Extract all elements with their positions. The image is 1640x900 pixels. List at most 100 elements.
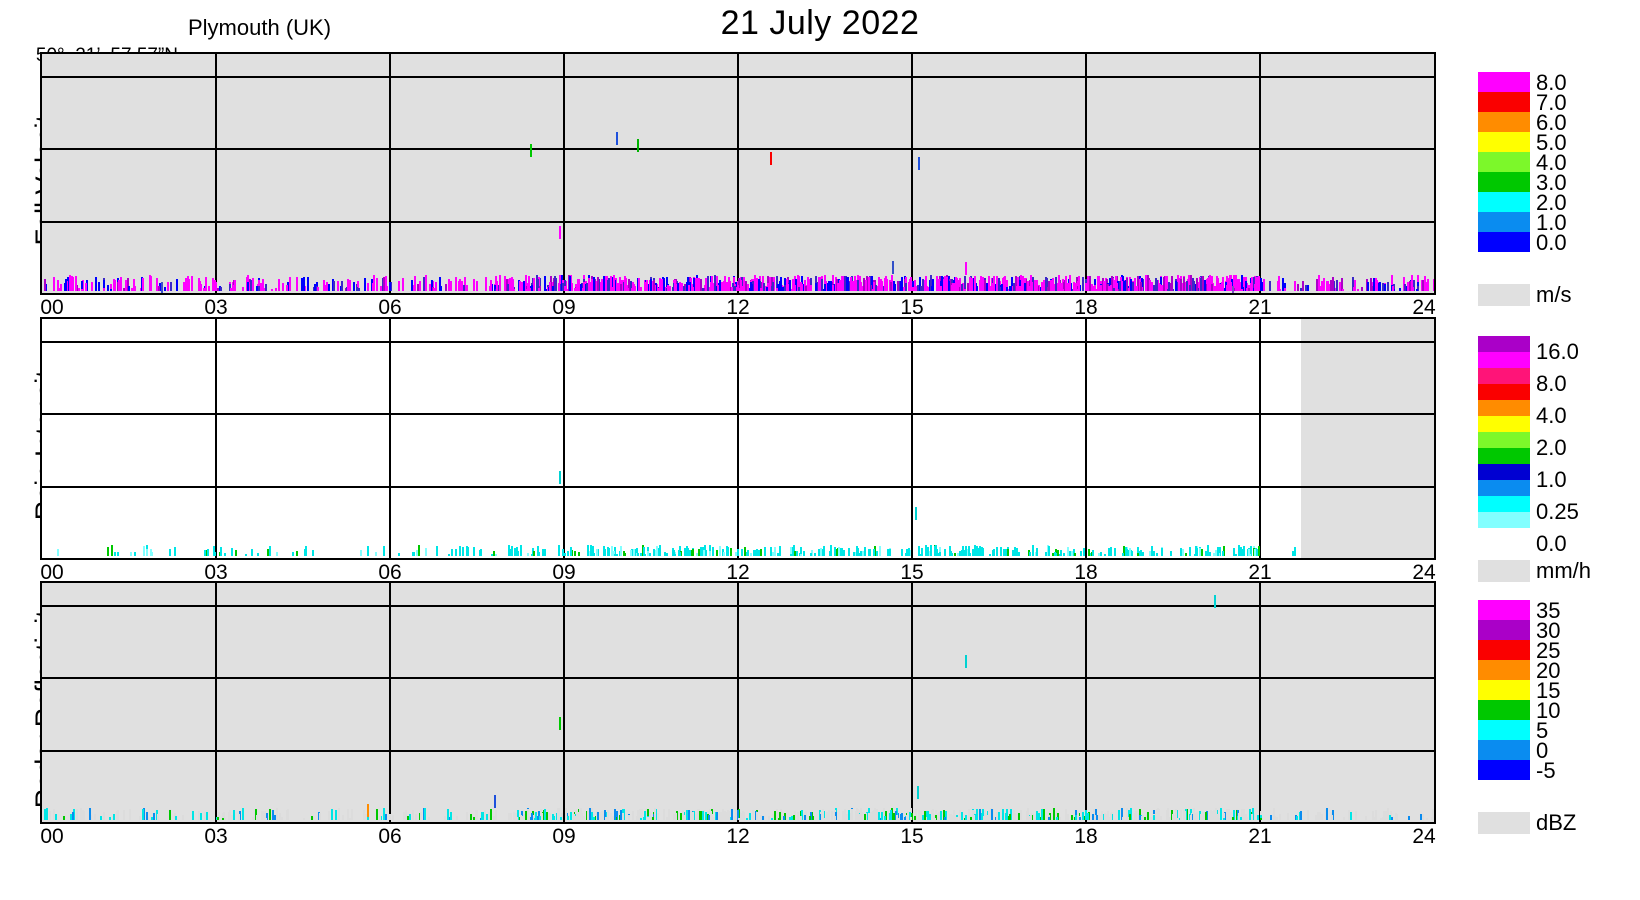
data-spike (639, 553, 642, 556)
data-spike (1069, 275, 1072, 291)
data-spike (521, 811, 524, 820)
data-spike (1058, 816, 1061, 820)
data-spike (807, 279, 810, 291)
data-spike (1035, 810, 1038, 820)
data-spike (300, 277, 303, 291)
data-spike (624, 277, 627, 291)
data-spike (1004, 276, 1007, 291)
data-spike (1018, 816, 1021, 820)
data-spike (527, 283, 530, 291)
data-spike (827, 282, 830, 291)
colorbar-tick-label: -5 (1536, 758, 1556, 783)
data-spike (187, 279, 190, 291)
plot-area-fall-velocity[interactable] (40, 52, 1436, 295)
data-spike (169, 549, 171, 556)
plot-area-radar-reflectivity[interactable] (40, 581, 1436, 824)
data-point (494, 795, 497, 809)
data-point (559, 717, 562, 731)
data-spike (257, 552, 260, 556)
data-spike (281, 282, 284, 291)
data-spike (1214, 285, 1217, 291)
data-spike (692, 549, 695, 556)
data-spike (1136, 275, 1139, 291)
data-spike (592, 553, 595, 556)
data-spike (955, 277, 958, 291)
data-spike (925, 276, 928, 291)
data-spike (496, 280, 498, 291)
data-spike (1092, 549, 1095, 556)
x-tick-label: 24 (1412, 296, 1436, 319)
data-spike (722, 286, 725, 291)
data-spike (603, 275, 606, 291)
data-spike (521, 816, 524, 820)
data-spike (879, 286, 882, 291)
data-spike (974, 814, 977, 820)
data-spike (762, 282, 765, 291)
data-spike (935, 276, 938, 291)
data-spike (883, 808, 886, 820)
data-spike (715, 811, 718, 820)
data-spike (704, 545, 707, 556)
data-spike (568, 815, 571, 820)
data-spike (1256, 549, 1259, 556)
data-spike (749, 813, 752, 820)
data-spike (75, 276, 78, 291)
data-spike (692, 286, 695, 291)
data-spike (765, 286, 768, 291)
data-spike (801, 284, 804, 291)
data-spike (566, 550, 569, 556)
data-spike (1017, 276, 1020, 291)
data-spike (1314, 815, 1317, 820)
data-spike (470, 813, 473, 820)
data-spike (339, 285, 342, 291)
data-spike (389, 814, 392, 820)
data-spike (706, 814, 709, 820)
data-spike (1232, 809, 1235, 820)
data-spike (1286, 813, 1289, 820)
data-spike (638, 277, 641, 291)
data-spike (934, 815, 937, 820)
data-point (530, 143, 533, 157)
data-spike (1035, 279, 1038, 291)
data-spike (512, 279, 515, 291)
data-spike (1367, 282, 1370, 291)
data-spike (655, 550, 658, 556)
data-spike (520, 545, 523, 556)
title-year: 2022 (841, 4, 920, 42)
data-spike (402, 812, 405, 820)
plot-area-rain-intensity[interactable] (40, 317, 1436, 560)
data-spike (249, 280, 252, 291)
data-spike (142, 808, 145, 820)
data-spike (894, 810, 897, 820)
data-spike (810, 811, 813, 820)
data-spike (1199, 548, 1202, 556)
data-spike (910, 812, 913, 820)
data-spike (863, 552, 866, 556)
colorbar-swatch (1478, 760, 1530, 780)
data-spike (1333, 287, 1336, 291)
data-spike (141, 277, 144, 291)
data-spike (373, 275, 376, 291)
x-tick-label: 06 (378, 296, 402, 319)
data-spike (216, 817, 219, 820)
data-spike (126, 277, 129, 291)
data-spike (991, 809, 994, 820)
x-axis-radar-reflectivity: 00 03 06 09 12 15 18 21 24 (40, 825, 1436, 851)
data-spike (388, 282, 391, 291)
colorbar-tick-label: 16.0 (1536, 339, 1579, 364)
gridline-vertical (1259, 319, 1261, 558)
data-spike (516, 551, 519, 556)
data-spike (860, 284, 863, 291)
data-spike (467, 546, 470, 556)
data-spike (553, 275, 556, 291)
data-spike (213, 546, 216, 556)
data-spike (537, 288, 540, 291)
data-spike (705, 278, 708, 291)
data-spike (724, 286, 727, 291)
data-spike (1210, 283, 1213, 291)
data-spike (1207, 277, 1210, 291)
data-spike (203, 550, 206, 556)
data-spike (251, 278, 254, 291)
colorbar-swatch (1478, 620, 1530, 640)
data-spike (558, 283, 561, 291)
